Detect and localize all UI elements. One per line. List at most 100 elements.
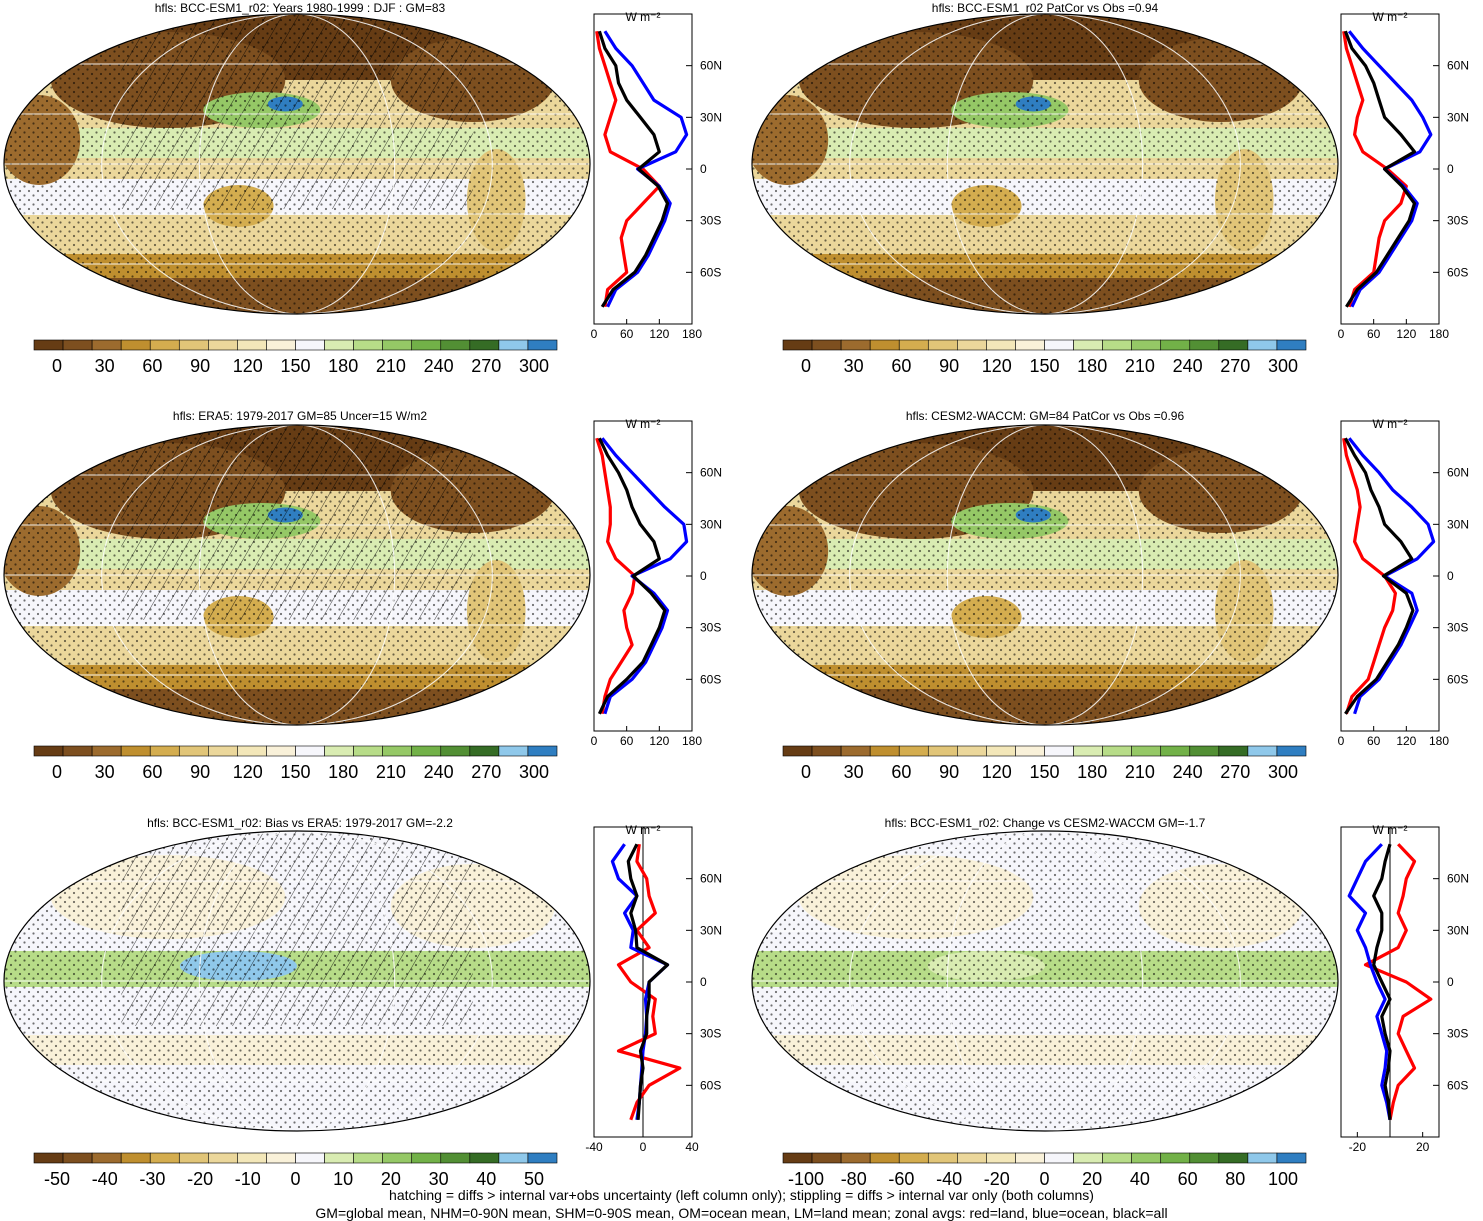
colorbar-tick-label: 30 (95, 356, 115, 376)
panel-3: hfls: ERA5: 1979-2017 GM=85 Uncer=15 W/m… (3, 409, 722, 782)
colorbar-tick-label: 0 (1039, 1169, 1049, 1189)
zonal-ytick-label: 30S (700, 214, 721, 228)
zonal-xtick-label: 120 (1396, 327, 1416, 341)
colorbar-tick-label: 150 (280, 762, 310, 782)
colorbar-swatch (1131, 745, 1162, 757)
zonal-series-ocean (1347, 843, 1392, 1121)
zonal-xtick-label: 0 (591, 734, 598, 748)
zonal-xtick-label: 120 (649, 734, 669, 748)
colorbar-tick-label: 20 (381, 1169, 401, 1189)
colorbar-tick-label: 100 (1268, 1169, 1298, 1189)
colorbar-swatch (324, 339, 354, 351)
colorbar-swatch (120, 1152, 151, 1164)
panel-title: hfls: BCC-ESM1_r02: Bias vs ERA5: 1979-2… (147, 816, 453, 830)
colorbar-swatch (208, 339, 238, 351)
map-meridian (198, 425, 396, 725)
zonal-ytick-label: 30S (700, 621, 721, 635)
colorbar-tick-label: 180 (1077, 356, 1107, 376)
zonal-ytick-label: 60N (700, 466, 722, 480)
colorbar-tick-label: 270 (471, 762, 501, 782)
colorbar-swatch (1218, 1152, 1249, 1164)
colorbar-swatch (840, 339, 871, 351)
colorbar-swatch (324, 745, 354, 757)
colorbar-swatch (324, 1152, 354, 1164)
colorbar-swatch (1044, 1152, 1074, 1164)
colorbar-swatch (1189, 1152, 1220, 1164)
map-hatching (121, 831, 473, 1026)
panel-title: hfls: BCC-ESM1_r02 PatCor vs Obs =0.94 (932, 1, 1159, 15)
zonal-ytick-label: 30N (700, 923, 722, 937)
zonal-ytick-label: 60N (1447, 872, 1469, 886)
colorbar-tick-label: 60 (1178, 1169, 1198, 1189)
zonal-ytick-label: 0 (1447, 975, 1454, 989)
map-meridian (101, 831, 493, 1131)
map-meridian (849, 425, 1241, 725)
colorbar-tick-label: 0 (290, 1169, 300, 1189)
colorbar-tick-label: -80 (841, 1169, 867, 1189)
zonal-ytick-label: 60N (700, 59, 722, 73)
colorbar-tick-label: 270 (1220, 762, 1250, 782)
footer-line-1: hatching = diffs > internal var+obs unce… (389, 1187, 1094, 1203)
zonal-ytick-label: 30S (1447, 214, 1468, 228)
colorbar-swatch (295, 745, 325, 757)
colorbar-swatch (91, 1152, 122, 1164)
colorbar-tick-label: 120 (982, 762, 1012, 782)
colorbar-swatch (178, 339, 209, 351)
map-hatching (121, 14, 473, 209)
colorbar-swatch (957, 339, 987, 351)
colorbar-tick-label: 120 (233, 762, 263, 782)
zonal-ytick-label: 30N (1447, 110, 1469, 124)
colorbar-swatch (208, 745, 238, 757)
colorbar-swatch (91, 745, 122, 757)
colorbar-tick-label: -40 (936, 1169, 962, 1189)
colorbar-tick-label: -100 (788, 1169, 824, 1189)
colorbar-tick-label: 20 (1082, 1169, 1102, 1189)
map-border (751, 424, 1339, 726)
colorbar-swatch (1276, 339, 1307, 351)
zonal-frame (1340, 420, 1440, 732)
colorbar-tick-label: 120 (982, 356, 1012, 376)
colorbar-swatch (1160, 1152, 1191, 1164)
colorbar-swatch (1073, 745, 1103, 757)
colorbar-swatch (1218, 745, 1249, 757)
zonal-ytick-label: 0 (700, 569, 707, 583)
panel-4: hfls: CESM2-WACCM: GM=84 PatCor vs Obs =… (751, 409, 1469, 782)
colorbar-swatch (178, 745, 209, 757)
colorbar-tick-label: -40 (92, 1169, 118, 1189)
colorbar-tick-label: 60 (891, 762, 911, 782)
colorbar-tick-label: 50 (524, 1169, 544, 1189)
colorbar-swatch (411, 745, 442, 757)
zonal-xtick-label: 180 (682, 327, 702, 341)
map-border (3, 424, 591, 726)
zonal-units: W m⁻² (626, 823, 661, 837)
colorbar-tick-label: 80 (1225, 1169, 1245, 1189)
zonal-xtick-label: 60 (620, 327, 634, 341)
colorbar-swatch (469, 339, 500, 351)
colorbar-swatch (33, 1152, 64, 1164)
colorbar-swatch (1073, 339, 1103, 351)
zonal-units: W m⁻² (626, 417, 661, 431)
zonal-xtick-label: 0 (1338, 327, 1345, 341)
colorbar-tick-label: 210 (376, 356, 406, 376)
colorbar-tick-label: -20 (984, 1169, 1010, 1189)
zonal-ytick-label: 60S (1447, 1078, 1468, 1092)
map-meridian (198, 14, 396, 314)
footer-line-2: GM=global mean, NHM=0-90N mean, SHM=0-90… (315, 1205, 1168, 1221)
colorbar-tick-label: 60 (142, 356, 162, 376)
colorbar-swatch (469, 745, 500, 757)
colorbar-swatch (1044, 745, 1074, 757)
zonal-xtick-label: 0 (1338, 734, 1345, 748)
zonal-series-all (597, 30, 670, 308)
colorbar-swatch (382, 745, 413, 757)
colorbar-swatch (1015, 339, 1045, 351)
colorbar-swatch (353, 1152, 383, 1164)
zonal-xtick-label: 0 (591, 327, 598, 341)
colorbar-swatch (1189, 745, 1220, 757)
colorbar-tick-label: -10 (235, 1169, 261, 1189)
colorbar-swatch (440, 745, 471, 757)
colorbar-swatch (1247, 1152, 1278, 1164)
colorbar-swatch (62, 1152, 93, 1164)
map-field (752, 14, 1338, 314)
panel-title: hfls: ERA5: 1979-2017 GM=85 Uncer=15 W/m… (173, 409, 427, 423)
colorbar-swatch (927, 1152, 958, 1164)
